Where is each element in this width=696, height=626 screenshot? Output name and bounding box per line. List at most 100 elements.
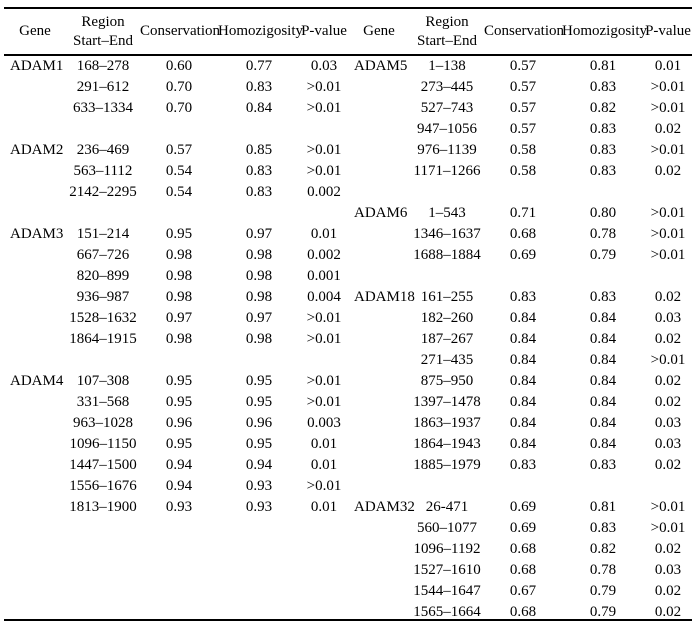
conservation-cell: 0.98 xyxy=(165,267,193,284)
p-value-cell: 0.02 xyxy=(654,603,682,619)
p-value-cell: 0.002 xyxy=(307,183,341,200)
conservation-cell: 0.54 xyxy=(165,162,193,179)
spacer-row xyxy=(4,203,348,224)
table-top-rule xyxy=(4,7,692,9)
table-row: 563–1112 0.54 0.83 >0.01 xyxy=(4,161,348,182)
gene-cell: ADAM18 xyxy=(354,288,415,305)
p-value-cell: >0.01 xyxy=(650,141,686,158)
gene-cell xyxy=(4,98,66,119)
table-row: 947–1056 0.57 0.83 0.02 xyxy=(348,119,692,140)
gene-cell xyxy=(348,539,410,560)
gene-cell xyxy=(4,476,66,497)
region-cell: 1171–1266 xyxy=(413,162,481,179)
conservation-cell: 0.84 xyxy=(509,435,537,452)
p-value-cell: 0.03 xyxy=(654,414,682,431)
conservation-cell: 0.93 xyxy=(165,498,193,515)
p-value-cell: 0.001 xyxy=(307,267,341,284)
p-value-cell: 0.02 xyxy=(654,393,682,410)
p-value-cell: >0.01 xyxy=(306,477,342,494)
table-row: 963–1028 0.96 0.96 0.003 xyxy=(4,413,348,434)
homozygosity-cell: 0.83 xyxy=(245,162,273,179)
conservation-cell: 0.98 xyxy=(165,330,193,347)
gene-cell xyxy=(348,392,410,413)
p-value-cell: 0.03 xyxy=(654,309,682,326)
table-row: 273–445 0.57 0.83 >0.01 xyxy=(348,77,692,98)
p-value-cell: >0.01 xyxy=(306,78,342,95)
table-row: 331–568 0.95 0.95 >0.01 xyxy=(4,392,348,413)
panel-0: ADAM1 168–278 0.60 0.77 0.03 291–612 0.70 0.83 >… xyxy=(4,56,348,518)
p-value-cell: >0.01 xyxy=(650,351,686,368)
region-cell: 820–899 xyxy=(76,267,130,284)
p-value-cell: 0.02 xyxy=(654,330,682,347)
region-cell: 527–743 xyxy=(420,99,474,116)
conservation-cell: 0.58 xyxy=(509,141,537,158)
homozygosity-cell: 0.82 xyxy=(589,540,617,557)
col-header-pvalue: P-value xyxy=(301,23,347,39)
p-value-cell: >0.01 xyxy=(306,309,342,326)
p-value-cell: 0.01 xyxy=(310,456,338,473)
region-cell: 1863–1937 xyxy=(413,414,481,431)
p-value-cell: 0.02 xyxy=(654,162,682,179)
table-row: 271–435 0.84 0.84 >0.01 xyxy=(348,350,692,371)
homozygosity-cell: 0.80 xyxy=(589,204,617,221)
region-cell: 633–1334 xyxy=(73,99,133,116)
region-cell: 331–568 xyxy=(76,393,130,410)
homozygosity-cell: 0.84 xyxy=(589,393,617,410)
conservation-cell: 0.68 xyxy=(509,540,537,557)
region-cell: 1565–1664 xyxy=(413,603,481,619)
conservation-cell: 0.96 xyxy=(165,414,193,431)
gene-cell xyxy=(348,560,410,581)
homozygosity-cell: 0.84 xyxy=(245,99,273,116)
p-value-cell: 0.02 xyxy=(654,582,682,599)
spacer-row xyxy=(348,476,692,497)
table-row: 633–1334 0.70 0.84 >0.01 xyxy=(4,98,348,119)
table-row: 1447–1500 0.94 0.94 0.01 xyxy=(4,455,348,476)
conservation-cell: 0.69 xyxy=(509,498,537,515)
table-row: 875–950 0.84 0.84 0.02 xyxy=(348,371,692,392)
p-value-cell: >0.01 xyxy=(306,99,342,116)
p-value-cell: 0.002 xyxy=(307,246,341,263)
gene-cell xyxy=(4,455,66,476)
homozygosity-cell: 0.82 xyxy=(589,99,617,116)
homozygosity-cell: 0.79 xyxy=(589,246,617,263)
table-row: ADAM1 168–278 0.60 0.77 0.03 xyxy=(4,56,348,77)
p-value-cell: >0.01 xyxy=(650,498,686,515)
region-cell: 947–1056 xyxy=(417,120,477,137)
table-row: 1688–1884 0.69 0.79 >0.01 xyxy=(348,245,692,266)
gene-cell xyxy=(4,77,66,98)
homozygosity-cell: 0.81 xyxy=(589,498,617,515)
homozygosity-cell: 0.97 xyxy=(245,309,273,326)
conservation-cell: 0.68 xyxy=(509,561,537,578)
table-row: ADAM3 151–214 0.95 0.97 0.01 xyxy=(4,224,348,245)
p-value-cell: 0.004 xyxy=(307,288,341,305)
gene-cell xyxy=(348,371,410,392)
table-row: 182–260 0.84 0.84 0.03 xyxy=(348,308,692,329)
homozygosity-cell: 0.79 xyxy=(589,582,617,599)
homozygosity-cell: 0.84 xyxy=(589,414,617,431)
gene-cell xyxy=(348,119,410,140)
gene-cell xyxy=(4,497,66,518)
table-row: 187–267 0.84 0.84 0.02 xyxy=(348,329,692,350)
col-header-region: Region Start–End xyxy=(410,13,484,51)
p-value-cell: 0.02 xyxy=(654,456,682,473)
homozygosity-cell: 0.83 xyxy=(589,519,617,536)
homozygosity-cell: 0.83 xyxy=(589,162,617,179)
homozygosity-cell: 0.78 xyxy=(589,225,617,242)
conservation-cell: 0.97 xyxy=(165,309,193,326)
p-value-cell: >0.01 xyxy=(306,162,342,179)
conservation-cell: 0.57 xyxy=(509,78,537,95)
conservation-cell: 0.70 xyxy=(165,99,193,116)
region-cell: 976–1139 xyxy=(417,141,477,158)
conservation-cell: 0.95 xyxy=(165,372,193,389)
gene-cell xyxy=(348,140,410,161)
col-header-homozygosity: Homozigosity xyxy=(562,23,647,39)
table-row: ADAM6 1–543 0.71 0.80 >0.01 xyxy=(348,203,692,224)
gene-cell xyxy=(348,77,410,98)
table-row: 1528–1632 0.97 0.97 >0.01 xyxy=(4,308,348,329)
gene-cell: ADAM4 xyxy=(10,372,64,389)
table-row: 936–987 0.98 0.98 0.004 xyxy=(4,287,348,308)
homozygosity-cell: 0.83 xyxy=(589,78,617,95)
homozygosity-cell: 0.97 xyxy=(245,225,273,242)
table-row: 1565–1664 0.68 0.79 0.02 xyxy=(348,602,692,619)
table-row: 2142–2295 0.54 0.83 0.002 xyxy=(4,182,348,203)
